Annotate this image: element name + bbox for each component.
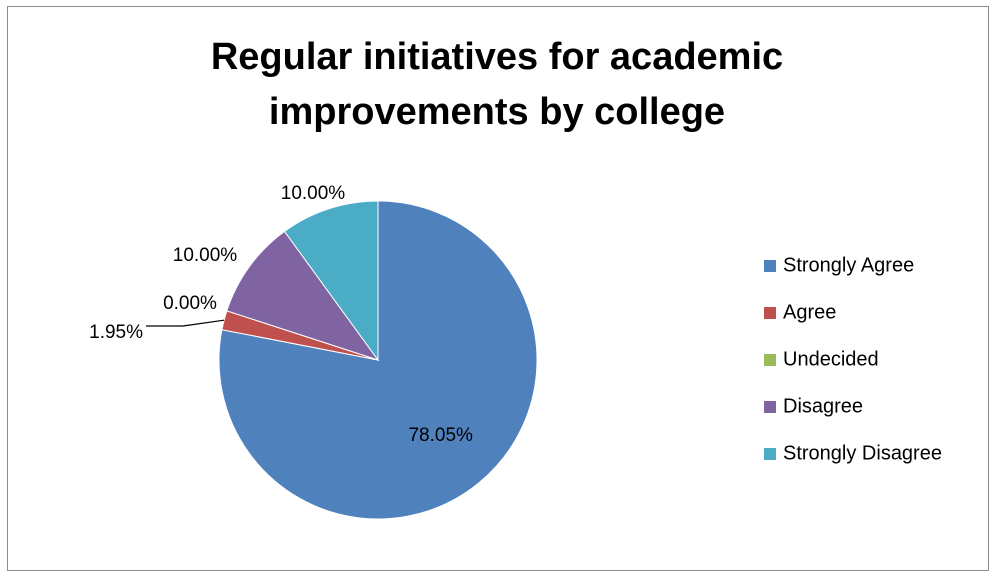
chart-title-line-2: improvements by college xyxy=(268,91,726,133)
data-label-disagree: 10.00% xyxy=(173,245,238,266)
legend-swatch-strongly-agree xyxy=(764,260,776,272)
leader-line-agree xyxy=(146,319,225,327)
pie-slice-disagree xyxy=(226,230,380,361)
data-label-strongly-disagree: 10.00% xyxy=(281,183,346,204)
chart-title: Regular initiatives for academic improve… xyxy=(0,30,994,140)
legend-label-agree: Agree xyxy=(783,301,836,323)
data-label-strongly-agree: 78.05% xyxy=(408,425,473,446)
chart-title-line-1: Regular initiatives for academic xyxy=(210,36,784,78)
pie-slice-strongly-disagree xyxy=(283,200,379,362)
legend-label-undecided: Undecided xyxy=(783,348,879,370)
data-label-agree: 1.95% xyxy=(89,322,143,343)
legend-label-strongly-disagree: Strongly Disagree xyxy=(783,442,942,464)
data-label-undecided: 0.00% xyxy=(163,293,217,314)
pie-slices xyxy=(218,200,538,520)
legend-swatch-undecided xyxy=(764,354,776,366)
legend: Strongly Agree Agree Undecided Disagree Stro… xyxy=(764,254,942,464)
data-labels: 78.05% 1.95% 0.00% 10.00% 10.00% xyxy=(89,183,473,446)
legend-label-disagree: Disagree xyxy=(783,395,863,417)
leader-lines xyxy=(146,319,225,327)
legend-swatch-disagree xyxy=(764,401,776,413)
legend-label-strongly-agree: Strongly Agree xyxy=(783,254,914,276)
legend-swatch-strongly-disagree xyxy=(764,448,776,460)
legend-swatch-agree xyxy=(764,307,776,319)
